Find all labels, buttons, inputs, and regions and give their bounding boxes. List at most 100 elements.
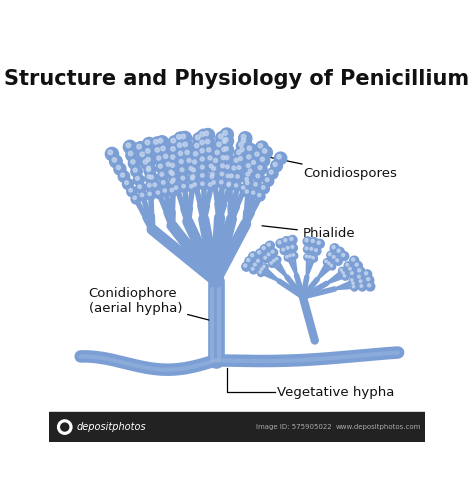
- Circle shape: [171, 146, 175, 151]
- Circle shape: [359, 280, 362, 282]
- Circle shape: [171, 172, 174, 176]
- Circle shape: [292, 254, 295, 256]
- Circle shape: [162, 180, 165, 184]
- Circle shape: [146, 181, 156, 192]
- Circle shape: [271, 258, 278, 265]
- Circle shape: [350, 256, 359, 265]
- Circle shape: [234, 158, 238, 162]
- Circle shape: [178, 151, 182, 155]
- Circle shape: [140, 152, 145, 156]
- Circle shape: [181, 140, 193, 152]
- Circle shape: [182, 184, 185, 188]
- Circle shape: [356, 274, 364, 282]
- Text: www.depositphotos.com: www.depositphotos.com: [336, 424, 421, 430]
- Circle shape: [352, 282, 354, 284]
- Circle shape: [195, 135, 200, 140]
- Circle shape: [236, 175, 239, 178]
- Circle shape: [252, 180, 262, 190]
- Circle shape: [223, 154, 234, 165]
- Circle shape: [230, 164, 241, 175]
- Circle shape: [199, 172, 209, 182]
- Circle shape: [225, 180, 235, 190]
- Circle shape: [351, 284, 358, 291]
- Circle shape: [282, 248, 284, 251]
- Circle shape: [175, 141, 188, 153]
- Circle shape: [239, 142, 243, 147]
- Circle shape: [266, 251, 273, 259]
- Circle shape: [209, 171, 219, 181]
- Circle shape: [131, 166, 142, 177]
- Circle shape: [191, 181, 201, 191]
- Circle shape: [244, 179, 254, 189]
- Circle shape: [289, 254, 291, 257]
- Circle shape: [226, 174, 230, 177]
- Circle shape: [255, 249, 264, 258]
- Circle shape: [276, 239, 285, 248]
- Circle shape: [153, 183, 156, 187]
- Circle shape: [305, 247, 308, 249]
- Circle shape: [168, 136, 182, 149]
- Circle shape: [222, 147, 226, 151]
- Circle shape: [198, 163, 209, 174]
- Circle shape: [251, 268, 254, 270]
- Circle shape: [177, 135, 181, 139]
- Circle shape: [206, 154, 217, 165]
- Circle shape: [262, 246, 265, 249]
- Text: Structure and Physiology of Penicillium: Structure and Physiology of Penicillium: [4, 69, 470, 89]
- Circle shape: [346, 263, 348, 266]
- Circle shape: [129, 188, 132, 192]
- Circle shape: [190, 158, 202, 169]
- Circle shape: [307, 254, 314, 261]
- Circle shape: [274, 152, 287, 165]
- Circle shape: [199, 180, 209, 190]
- Circle shape: [171, 155, 175, 159]
- Circle shape: [255, 258, 263, 266]
- Circle shape: [290, 244, 297, 252]
- Circle shape: [193, 183, 196, 186]
- Circle shape: [207, 148, 211, 152]
- Circle shape: [201, 182, 204, 185]
- Circle shape: [177, 157, 188, 169]
- Circle shape: [246, 181, 249, 184]
- Circle shape: [363, 270, 372, 279]
- Circle shape: [181, 176, 184, 180]
- Circle shape: [257, 251, 261, 254]
- Circle shape: [252, 161, 255, 164]
- Circle shape: [190, 185, 193, 188]
- Circle shape: [258, 166, 262, 170]
- Circle shape: [201, 129, 215, 141]
- Circle shape: [189, 173, 199, 183]
- Circle shape: [349, 270, 357, 278]
- Circle shape: [237, 150, 241, 154]
- Circle shape: [238, 132, 252, 145]
- Circle shape: [171, 163, 174, 167]
- Circle shape: [190, 166, 201, 177]
- Circle shape: [198, 155, 210, 166]
- Circle shape: [232, 156, 244, 168]
- Circle shape: [213, 148, 225, 160]
- Circle shape: [176, 149, 188, 161]
- Circle shape: [220, 172, 224, 176]
- Circle shape: [166, 162, 170, 166]
- Circle shape: [237, 145, 249, 157]
- Circle shape: [237, 154, 247, 166]
- Circle shape: [365, 272, 368, 275]
- Circle shape: [146, 166, 151, 170]
- Circle shape: [126, 149, 138, 161]
- Circle shape: [352, 258, 355, 261]
- Circle shape: [197, 138, 210, 150]
- Circle shape: [246, 173, 250, 176]
- Circle shape: [312, 256, 314, 259]
- Circle shape: [147, 183, 151, 187]
- Circle shape: [174, 132, 187, 145]
- Circle shape: [347, 266, 355, 274]
- Circle shape: [227, 183, 230, 186]
- Circle shape: [245, 143, 257, 156]
- Circle shape: [249, 252, 258, 261]
- Circle shape: [114, 163, 126, 175]
- Circle shape: [235, 184, 237, 187]
- Circle shape: [310, 255, 318, 262]
- Circle shape: [207, 181, 216, 191]
- Circle shape: [290, 237, 293, 241]
- Circle shape: [260, 157, 264, 161]
